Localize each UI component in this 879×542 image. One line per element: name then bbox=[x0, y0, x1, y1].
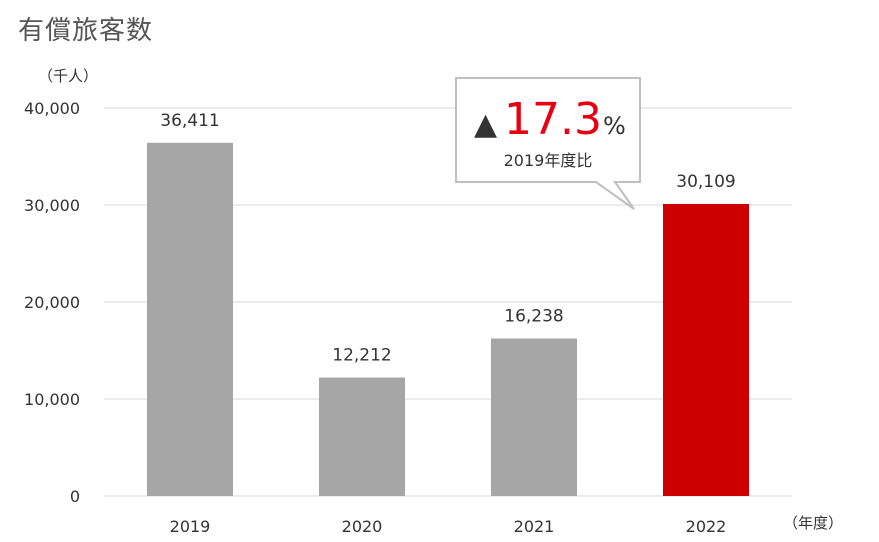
bar-2021 bbox=[491, 338, 577, 496]
callout: ▲ 17.3 % 2019年度比 bbox=[455, 77, 641, 210]
up-triangle-icon: ▲ bbox=[474, 107, 497, 142]
x-axis-unit: （年度） bbox=[783, 514, 843, 532]
x-axis-ticks: 2019 2020 2021 2022 bbox=[170, 517, 727, 536]
y-tick-label: 0 bbox=[70, 487, 80, 506]
data-label: 16,238 bbox=[504, 306, 563, 326]
data-label: 36,411 bbox=[160, 111, 219, 131]
x-tick-label: 2019 bbox=[170, 517, 211, 536]
x-tick-label: 2020 bbox=[342, 517, 383, 536]
y-tick-label: 40,000 bbox=[24, 99, 80, 118]
y-tick-label: 20,000 bbox=[24, 293, 80, 312]
data-labels: 36,411 12,212 16,238 30,109 bbox=[160, 111, 735, 366]
x-tick-label: 2021 bbox=[514, 517, 555, 536]
y-tick-label: 10,000 bbox=[24, 390, 80, 409]
y-axis-unit: （千人） bbox=[38, 67, 98, 85]
callout-subtitle: 2019年度比 bbox=[504, 151, 593, 170]
chart-title: 有償旅客数 bbox=[18, 16, 154, 46]
callout-bubble bbox=[455, 77, 641, 210]
callout-unit: % bbox=[603, 112, 626, 140]
bar-2020 bbox=[319, 377, 405, 496]
y-axis-ticks: 0 10,000 20,000 30,000 40,000 bbox=[24, 99, 80, 506]
bars bbox=[147, 142, 749, 497]
bar-2019 bbox=[147, 142, 233, 496]
bar-2022 bbox=[663, 203, 749, 497]
data-label: 30,109 bbox=[676, 172, 735, 192]
y-tick-label: 30,000 bbox=[24, 196, 80, 215]
x-tick-label: 2022 bbox=[686, 517, 727, 536]
callout-value: 17.3 bbox=[504, 94, 602, 145]
data-label: 12,212 bbox=[332, 346, 391, 366]
